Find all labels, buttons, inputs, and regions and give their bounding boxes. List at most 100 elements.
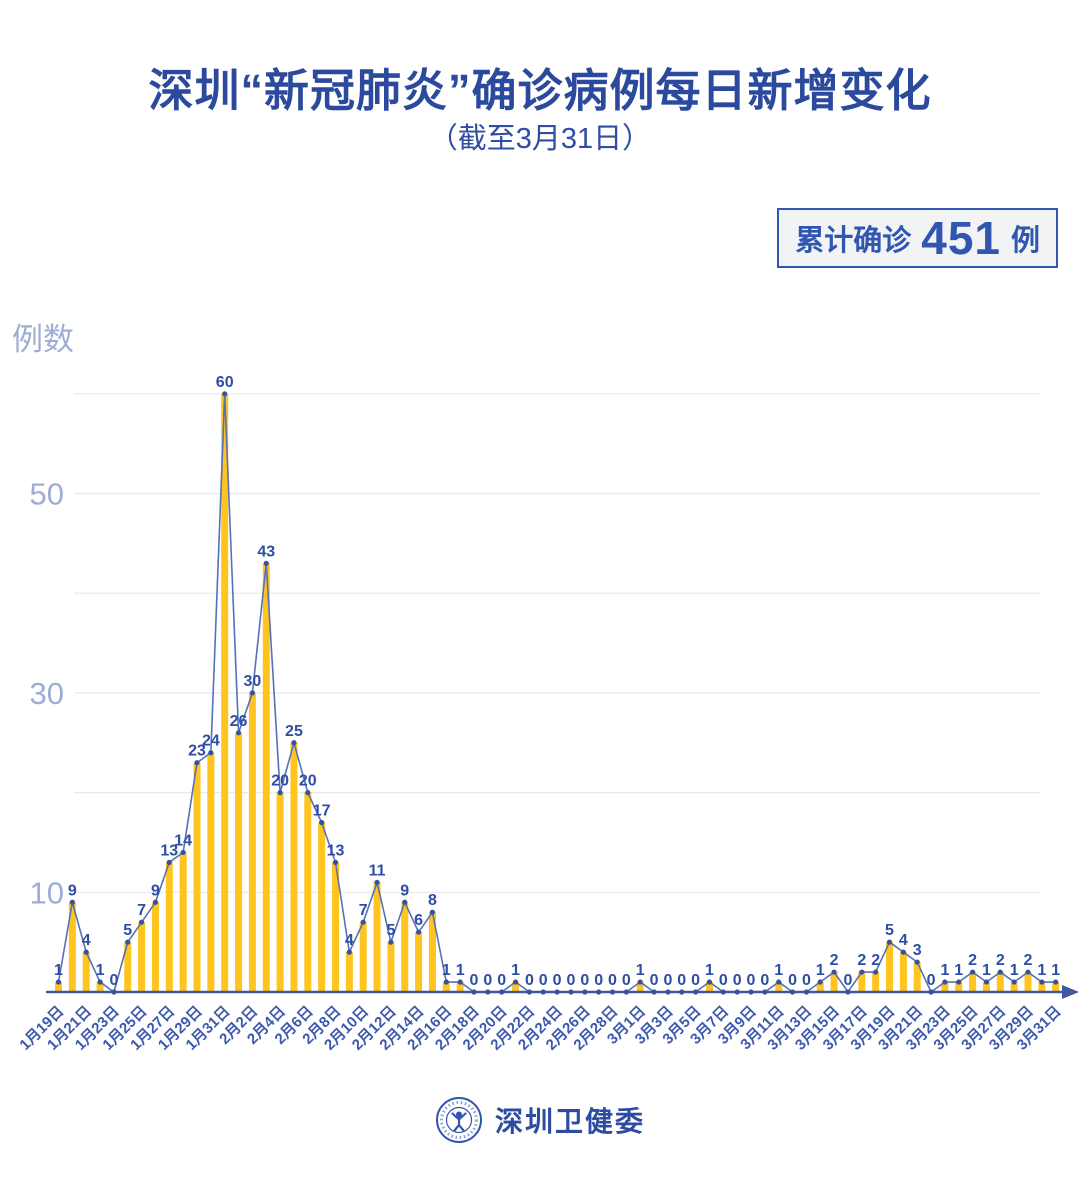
data-point <box>831 969 837 975</box>
bar <box>858 972 866 992</box>
data-point <box>859 969 865 975</box>
value-label: 6 <box>414 912 423 929</box>
value-label: 0 <box>608 972 617 989</box>
value-label: 5 <box>123 922 132 939</box>
data-point <box>776 979 782 985</box>
value-label: 1 <box>54 962 63 979</box>
data-point <box>706 979 713 985</box>
bar <box>872 972 880 992</box>
data-point <box>651 989 657 995</box>
data-point <box>970 969 976 975</box>
data-point <box>942 979 948 985</box>
data-point <box>374 879 380 885</box>
bar <box>816 982 824 992</box>
value-label: 0 <box>525 972 534 989</box>
footer-label: 深圳卫健委 <box>494 1106 645 1137</box>
bar <box>55 982 62 992</box>
value-label: 11 <box>369 862 386 879</box>
value-label: 1 <box>1037 962 1046 979</box>
data-point <box>194 760 200 766</box>
value-label: 0 <box>539 972 548 989</box>
bar <box>913 962 921 992</box>
bar <box>775 982 783 992</box>
footer: 深圳卫健委 <box>0 1096 1080 1144</box>
data-point <box>623 989 629 995</box>
value-label: 1 <box>940 962 949 979</box>
data-point <box>485 989 491 995</box>
value-label: 23 <box>188 743 206 760</box>
value-label: 4 <box>82 932 91 949</box>
bar <box>1024 972 1032 992</box>
data-point <box>720 989 726 995</box>
data-point <box>180 849 186 856</box>
value-label: 0 <box>497 972 506 989</box>
data-point <box>499 989 505 995</box>
value-label: 0 <box>650 972 659 989</box>
page-title: 深圳“新冠肺炎”确诊病例每日新增变化 <box>148 65 932 116</box>
value-label: 4 <box>899 932 908 949</box>
value-label: 0 <box>719 972 728 989</box>
data-point <box>55 979 62 985</box>
value-label: 20 <box>299 773 317 790</box>
value-label: 2 <box>1024 952 1033 969</box>
value-label: 1 <box>511 962 520 979</box>
data-point <box>471 989 477 995</box>
badge-suffix: 例 <box>1010 225 1040 257</box>
bar <box>1038 982 1046 992</box>
value-label: 0 <box>927 972 936 989</box>
data-point <box>139 919 145 925</box>
data-point <box>693 989 699 995</box>
data-point <box>1039 979 1045 985</box>
value-label: 60 <box>216 374 234 391</box>
value-label: 2 <box>996 952 1005 969</box>
value-label: 13 <box>160 842 178 859</box>
bar <box>82 952 90 992</box>
data-point <box>346 949 352 955</box>
data-point <box>817 979 823 985</box>
bar <box>373 882 381 992</box>
data-point <box>457 979 463 985</box>
data-point <box>637 979 643 985</box>
data-point <box>69 899 75 905</box>
data-point <box>235 730 242 736</box>
data-point <box>928 989 934 995</box>
value-label: 43 <box>257 543 275 560</box>
bar <box>1010 982 1018 992</box>
value-label: 1 <box>442 962 451 979</box>
data-point <box>914 959 920 965</box>
bar <box>193 762 201 992</box>
value-label: 0 <box>553 972 562 989</box>
data-point <box>360 919 366 925</box>
bar <box>290 742 298 992</box>
value-label: 1 <box>96 962 105 979</box>
value-label: 0 <box>566 972 575 989</box>
data-point <box>997 969 1003 975</box>
data-point <box>734 989 740 995</box>
bar <box>955 982 963 992</box>
bar <box>235 732 243 992</box>
data-point <box>83 949 89 955</box>
bar <box>165 862 173 992</box>
data-point <box>748 989 754 995</box>
value-label: 0 <box>470 972 479 989</box>
bar <box>401 902 409 992</box>
data-point <box>803 989 810 995</box>
value-label: 26 <box>230 713 248 730</box>
value-label: 7 <box>137 902 146 919</box>
data-point <box>789 989 796 995</box>
data-point <box>429 909 436 915</box>
value-label: 2 <box>871 952 880 969</box>
data-point <box>402 899 408 905</box>
value-label: 0 <box>843 972 852 989</box>
data-point <box>1025 969 1031 975</box>
data-point <box>679 989 685 995</box>
value-label: 30 <box>244 673 262 690</box>
data-point <box>526 989 533 995</box>
data-point <box>416 929 422 935</box>
value-label: 8 <box>428 892 437 909</box>
value-label: 0 <box>760 972 769 989</box>
value-label: 20 <box>271 773 289 790</box>
data-point <box>388 939 394 945</box>
shenzhen-health-commission-seal-icon <box>435 1097 482 1143</box>
